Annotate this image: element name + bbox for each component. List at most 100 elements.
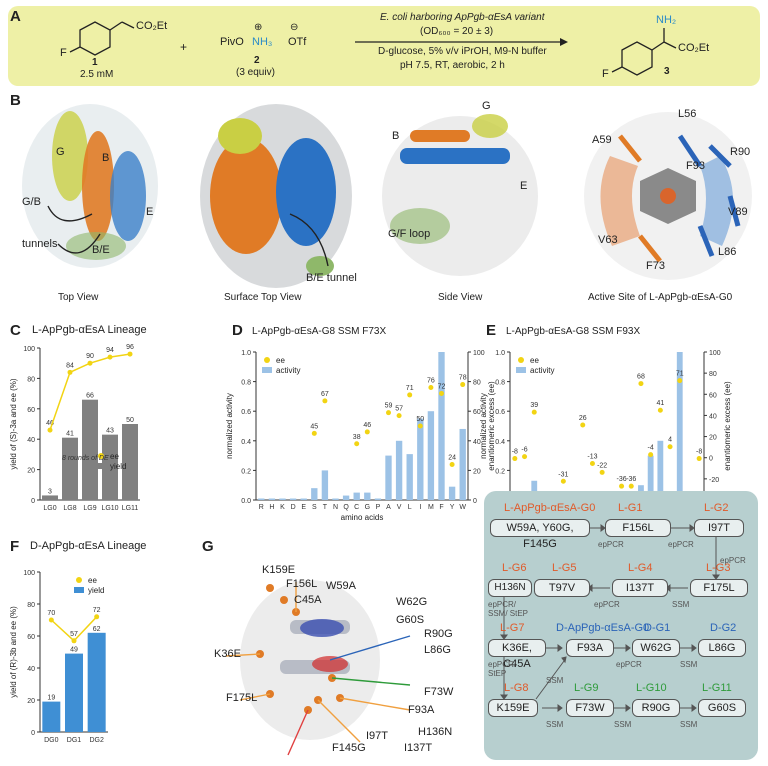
mutation-arrow-5 (317, 699, 361, 743)
chart-f-ee-label-DG1: 57 (70, 631, 78, 638)
chart-d-ee-label-C: 38 (353, 434, 361, 441)
top-label-tunnels: tunnels (22, 238, 58, 250)
chart-e-ee-label-N: 26 (579, 415, 587, 422)
panel-label-g: G (202, 538, 214, 555)
chart-f-cat-DG0: DG0 (44, 737, 59, 744)
chart-d-ee-point-C (354, 441, 360, 447)
chart-d-bar-P (374, 498, 382, 500)
chart-f-bar-label-DG0: 19 (47, 695, 55, 702)
mutation-label-f93a: F93A (408, 704, 435, 716)
chart-e-y2-tick-label: 0 (709, 456, 713, 463)
mutation-label-c45a: C45A (294, 594, 322, 606)
chart-d-cat-R: R (259, 504, 264, 511)
condition-line-3: D-glucose, 5% v/v iPrOH, M9-N buffer (378, 46, 547, 57)
chart-e-ee-label-W: -8 (696, 449, 702, 456)
lineage-label-l-g5: L-G5 (552, 562, 577, 574)
mutation-arrow-4 (329, 635, 411, 661)
chart-d-bar-T (321, 470, 329, 500)
chart-f-title: D-ApPgb-αEsA Lineage (30, 540, 147, 552)
chart-f-ee-label-DG0: 70 (47, 610, 55, 617)
chart-f-ee-point-DG0 (48, 617, 54, 623)
chart-e-ee-point-S (560, 478, 566, 484)
chart-e-ee-point-K (531, 409, 537, 415)
chart-f-legend-label-0: ee (88, 576, 97, 585)
chart-d-ee-label-F: 72 (438, 383, 446, 390)
chart-d-title: L-ApPgb-αEsA-G8 SSM F73X (252, 326, 387, 337)
chart-d-cat-E: E (301, 504, 306, 511)
side-label-b: B (392, 130, 400, 142)
condition-line-1: E. coli harboring ApPgb-αEsA variant (380, 12, 545, 23)
lineage-node-l-g11: G60S (698, 699, 746, 717)
compound1-conc: 2.5 mM (80, 69, 114, 80)
chart-d-bar-C (353, 492, 360, 500)
chart-e-y-tick-label: 0.6 (495, 409, 505, 416)
chart-c-bar-label-LG8: 41 (66, 431, 74, 438)
chart-d-bar-M (427, 411, 435, 500)
chart-e-ee-label-M: 4 (668, 437, 672, 444)
reaction-scheme (69, 21, 677, 76)
chart-d-ee-label-V: 57 (395, 406, 403, 413)
caption-surface-view: Surface Top View (224, 292, 302, 303)
chart-d-bar-A (385, 455, 392, 500)
chart-d-cat-H: H (269, 504, 274, 511)
active-label-f93: F93 (686, 160, 705, 172)
chart-d-bar-H (268, 498, 276, 500)
chart-d-y-tick-label: 1.0 (241, 350, 251, 357)
chart-f-y-tick-label: 80 (27, 602, 35, 609)
chart-c-bar-LG9 (82, 399, 98, 500)
chart-e-y2-tick-label: -20 (709, 477, 719, 484)
chart-d-ee-label-I: 50 (416, 416, 424, 423)
chart-d-bar-D (289, 498, 297, 500)
chart-c-legend-marker-1 (96, 463, 106, 469)
chart-d-bar-L (406, 454, 413, 500)
chart-c-y-tick-label: 80 (27, 376, 35, 383)
top-label-be: B/E (92, 244, 110, 256)
chart-d-cat-T: T (323, 504, 328, 511)
lineage-label-l-g0: L-ApPgb-αEsA-G0 (504, 502, 596, 514)
chart-e-legend-label-0: ee (530, 356, 539, 365)
active-label-l86: L86 (718, 246, 737, 258)
compound1-number: 1 (92, 57, 98, 68)
chart-f-legend-label-1: yield (88, 586, 104, 595)
lineage-label-l-g7: L-G7 (500, 622, 525, 634)
chart-e-ee-point-P (619, 483, 625, 489)
chart-f-y-tick-label: 0 (31, 730, 35, 737)
chart-f-y-tick-label: 100 (23, 570, 35, 577)
chart-d-ee-label-L: 71 (406, 385, 414, 392)
chart-e-bar-I (657, 440, 664, 500)
mutation-label-h136n: H136N (418, 726, 453, 738)
chart-e-ee-label-R: -8 (512, 449, 518, 456)
chart-f-cat-DG2: DG2 (89, 737, 104, 744)
chart-d-cat-K: K (280, 504, 285, 511)
method-ssm-2: SSM (680, 660, 698, 669)
chart-e-ee-point-Q (589, 460, 595, 466)
chart-d-bar-Q (342, 495, 350, 500)
chart-d-bar-W (459, 428, 466, 500)
product-fluoro: F (602, 68, 609, 80)
chart-f-bar-DG2 (87, 632, 106, 732)
chart-f-legend-marker-1 (74, 587, 84, 593)
chart-e-ee-label-P: -36 (616, 476, 626, 483)
lineage-label-l-g9: L-G9 (574, 682, 599, 694)
chart-e-title: L-ApPgb-αEsA-G8 SSM F93X (506, 326, 641, 337)
chart-c-bar-LG0 (42, 495, 58, 500)
chart-d-cat-P: P (376, 504, 381, 511)
mutation-label-l86g: L86G (424, 644, 451, 656)
chart-d-ee-point-A (386, 410, 391, 416)
chart-c-ee-label-LG8: 84 (66, 362, 74, 369)
chart-e-ee-point-N (580, 422, 586, 428)
chart-c-ee-point-LG10 (107, 354, 113, 360)
chart-e-ylabel: normalized activity (479, 393, 488, 459)
mutation-label-i137t: I137T (404, 742, 433, 754)
chart-d-ee-label-G: 46 (363, 422, 371, 429)
active-label-v89: V89 (728, 206, 748, 218)
chart-e-y-tick-label: 1.0 (495, 350, 505, 357)
chart-d-y2-tick-label: 40 (473, 439, 481, 446)
chart-d-ee-point-S (311, 430, 317, 436)
chart-f-ee-point-DG2 (94, 614, 100, 620)
lineage-node-l-g10: R90G (632, 699, 680, 717)
chart-c-annotation: 8 rounds of DE (62, 455, 109, 462)
chart-d-legend-marker-1 (262, 367, 272, 373)
plus-sign: + (180, 40, 188, 54)
